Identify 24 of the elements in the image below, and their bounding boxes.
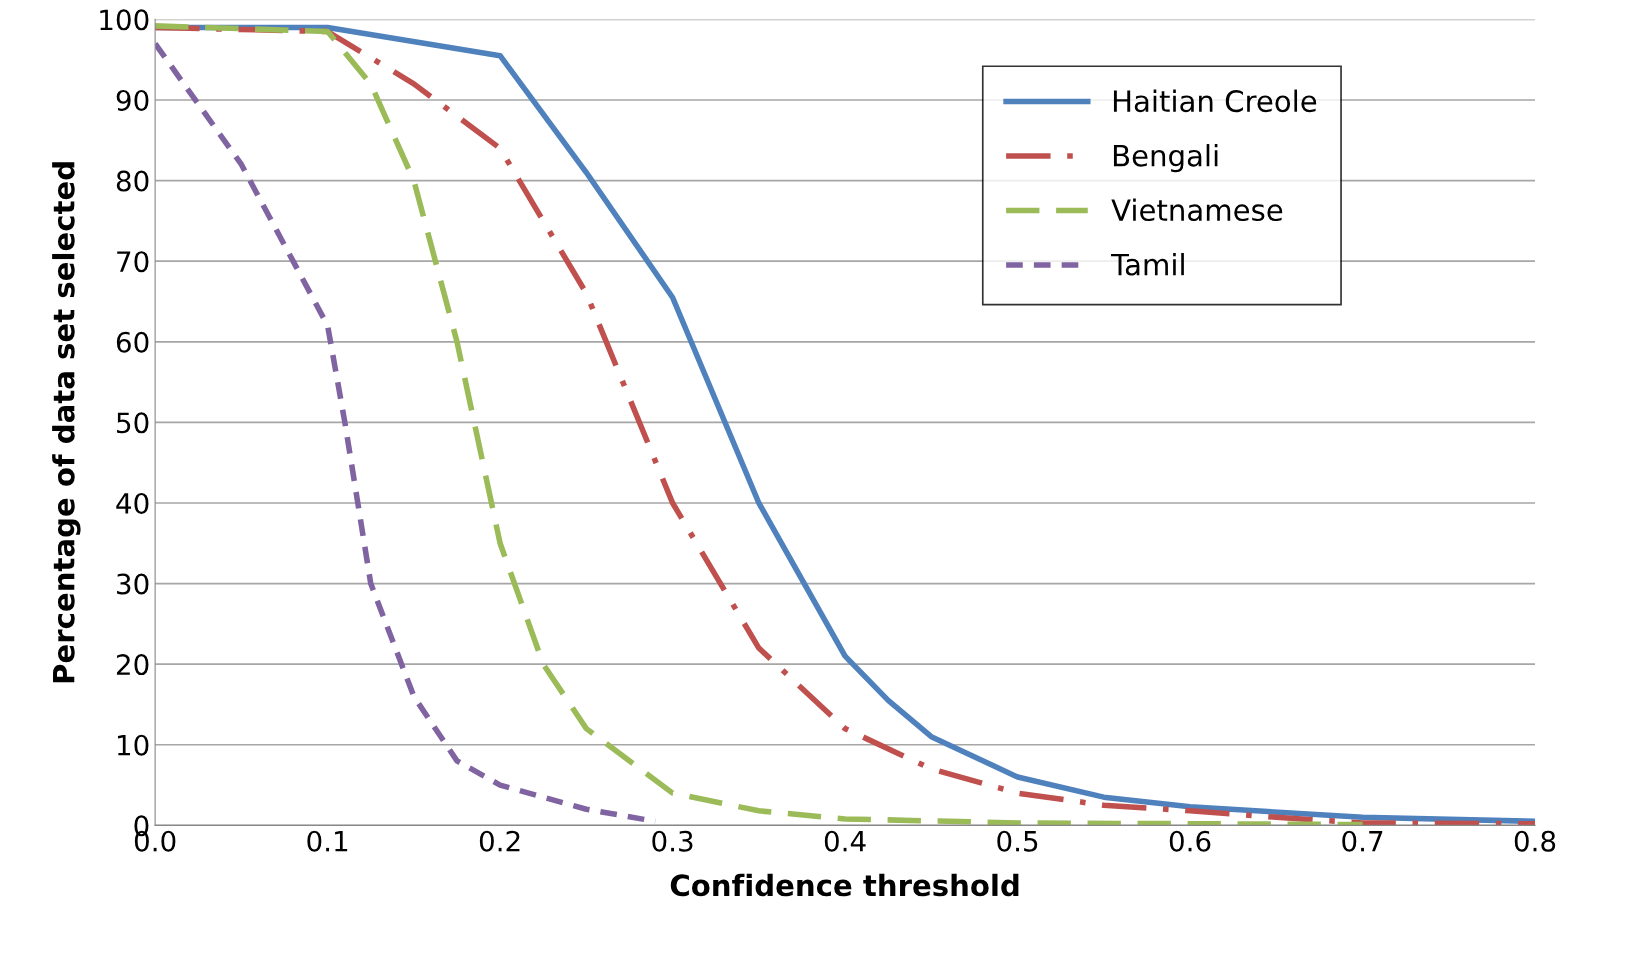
y-tick-label: 50 — [117, 412, 149, 434]
x-tick-label: 0.8 — [1514, 830, 1556, 852]
y-tick-label: 90 — [116, 89, 149, 111]
y-tick-label: 10 — [117, 734, 149, 756]
y-tick-label: 70 — [117, 251, 149, 273]
y-tick-label: 30 — [117, 573, 149, 595]
legend-label: Tamil — [1111, 253, 1184, 276]
legend-label: Haitian Creole — [1113, 89, 1317, 113]
y-tick-label: 80 — [116, 170, 149, 192]
y-tick-label: 60 — [116, 331, 149, 353]
x-tick-label: 0.1 — [307, 830, 348, 852]
x-tick-label: 0.2 — [479, 830, 520, 852]
x-tick-label: 0.4 — [824, 830, 866, 852]
x-axis-title: Confidence threshold — [670, 873, 1019, 897]
x-tick-label: 0.6 — [1169, 830, 1211, 852]
x-tick-label: 0.3 — [652, 830, 693, 852]
y-axis-title: Percentage of data set selected — [52, 162, 81, 683]
y-tick-label: 20 — [116, 654, 149, 676]
x-tick-label: 0.5 — [997, 830, 1038, 852]
legend-label: Bengali — [1113, 144, 1218, 173]
y-tick-label: 40 — [116, 492, 149, 514]
legend-label: Vietnamese — [1111, 198, 1283, 222]
x-tick-label: 0.7 — [1342, 830, 1383, 852]
y-tick-label: 100 — [100, 9, 149, 31]
